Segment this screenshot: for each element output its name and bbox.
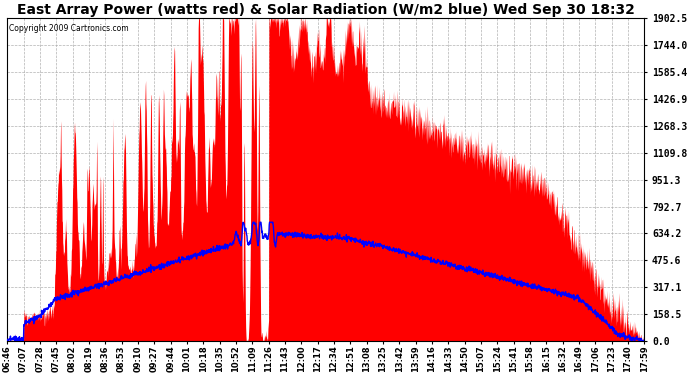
Text: Copyright 2009 Cartronics.com: Copyright 2009 Cartronics.com — [9, 24, 129, 33]
Title: East Array Power (watts red) & Solar Radiation (W/m2 blue) Wed Sep 30 18:32: East Array Power (watts red) & Solar Rad… — [17, 3, 635, 17]
